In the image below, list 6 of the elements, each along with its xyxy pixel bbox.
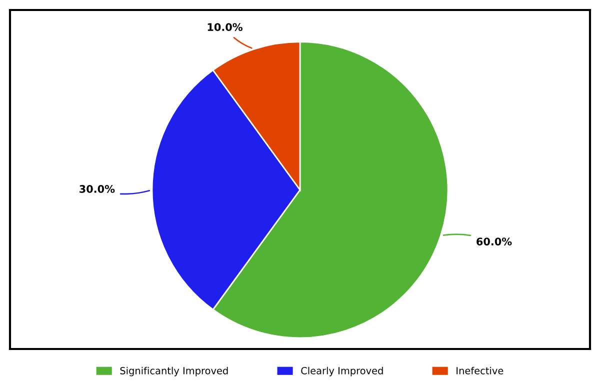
legend-label: Clearly Improved <box>301 366 383 376</box>
legend-label: Significantly Improved <box>120 366 228 376</box>
data-label: 10.0% <box>208 23 242 32</box>
data-label: 60.0% <box>476 238 512 246</box>
legend-label: Inefective <box>456 366 504 374</box>
data-label: 30.0% <box>80 185 115 193</box>
